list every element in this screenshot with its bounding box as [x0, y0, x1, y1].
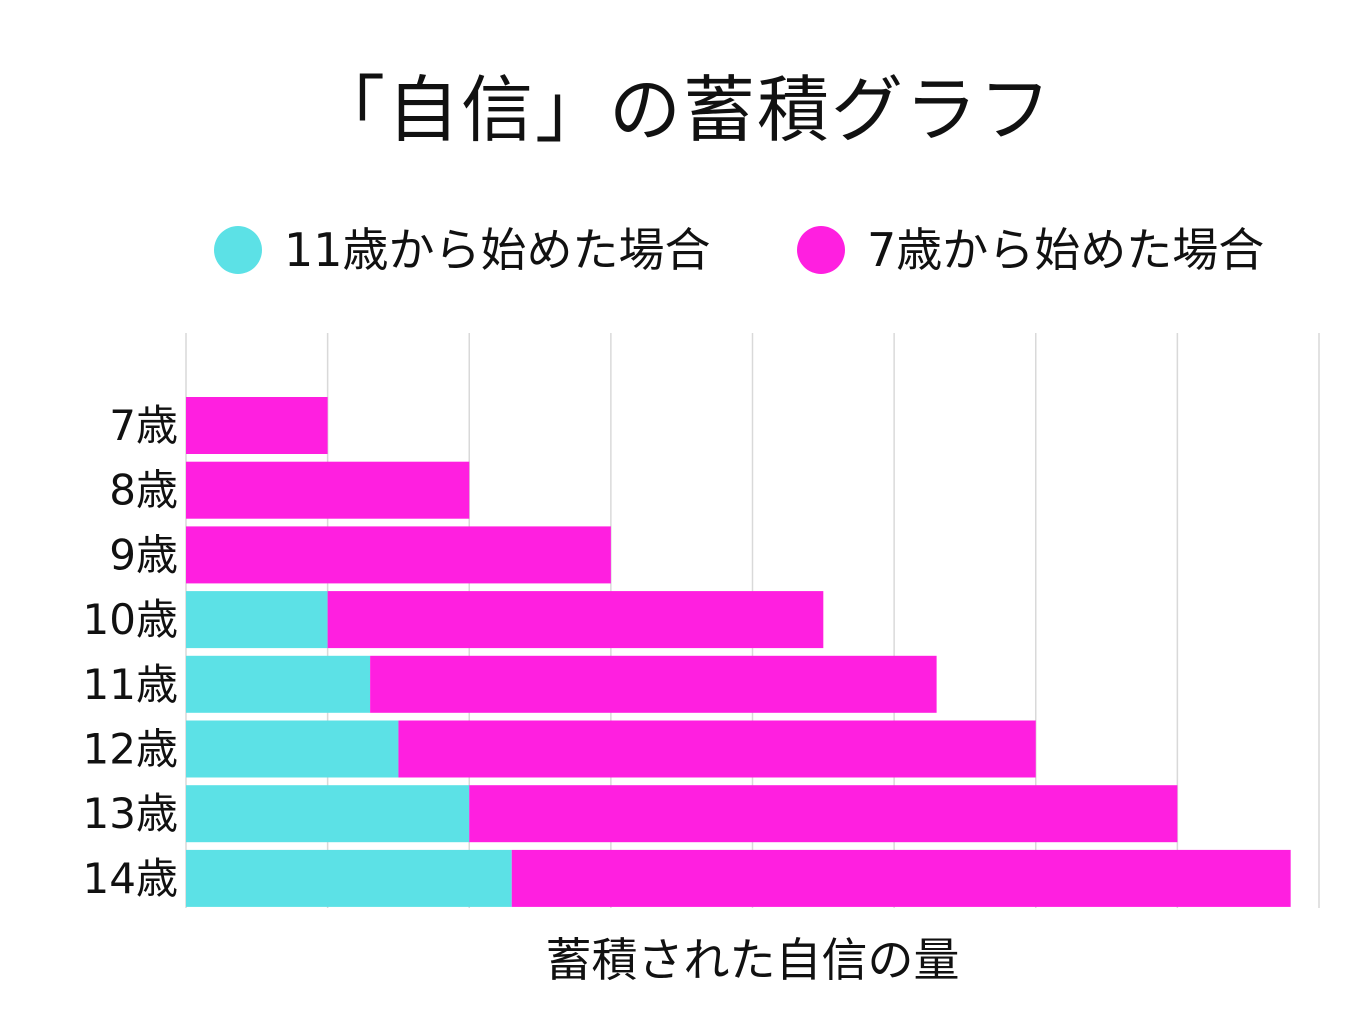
legend-label-series-1: 11歳から始めた場合 — [284, 223, 711, 277]
y-tick-label-8: 14歳 — [83, 854, 178, 903]
bar-series-2-row-3 — [186, 526, 611, 584]
legend-item-series-2: 7歳から始めた場合 — [797, 218, 1264, 282]
y-tick-label-2: 8歳 — [109, 466, 178, 515]
chart-title: 「自信」の蓄積グラフ — [312, 68, 1053, 152]
bar-series-2-row-5 — [370, 655, 937, 713]
bar-series-2-row-6 — [398, 720, 1036, 778]
bar-series-2-row-2 — [186, 461, 470, 519]
bar-series-1-row-4 — [186, 591, 328, 649]
bar-series-1-row-5 — [186, 655, 371, 713]
bar-series-2-row-1 — [186, 397, 328, 454]
y-tick-label-3: 9歳 — [109, 530, 178, 579]
y-tick-label-6: 12歳 — [83, 725, 178, 774]
legend-item-series-1: 11歳から始めた場合 — [214, 218, 711, 282]
bar-series-1-row-8 — [186, 849, 512, 907]
bar-series-2-row-8 — [511, 849, 1291, 907]
bar-series-1-row-7 — [186, 785, 470, 843]
y-tick-label-7: 13歳 — [83, 789, 178, 838]
legend-swatch-series-2 — [797, 226, 845, 274]
x-axis-label: 蓄積された自信の量 — [545, 933, 960, 987]
bar-series-2-row-7 — [469, 785, 1178, 843]
y-tick-label-1: 7歳 — [109, 401, 178, 450]
legend-label-series-2: 7歳から始めた場合 — [867, 223, 1265, 277]
y-tick-label-5: 11歳 — [83, 660, 178, 709]
bar-series-2-row-4 — [327, 591, 824, 649]
legend-swatch-series-1 — [214, 226, 262, 274]
bar-series-1-row-6 — [186, 720, 399, 778]
legend: 11歳から始めた場合 7歳から始めた場合 — [0, 218, 1366, 282]
y-tick-label-4: 10歳 — [83, 595, 178, 644]
